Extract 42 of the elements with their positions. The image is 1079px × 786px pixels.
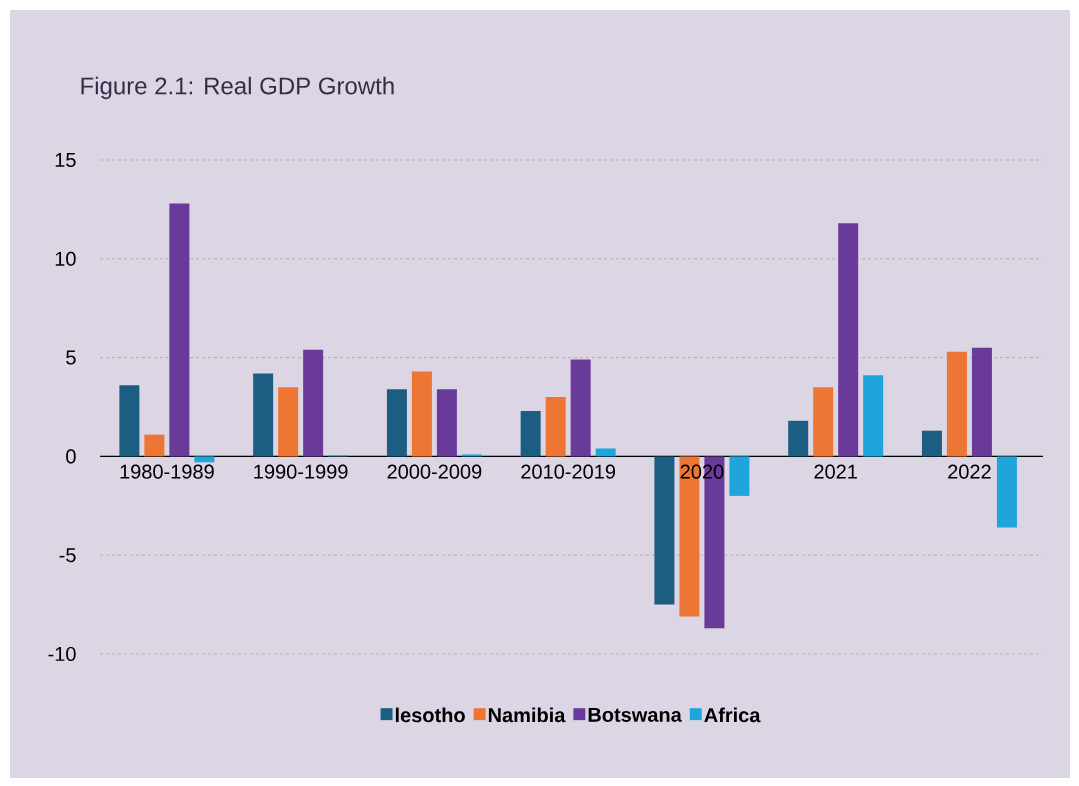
bar bbox=[654, 456, 675, 605]
bar bbox=[838, 223, 859, 457]
y-tick-label: 15 bbox=[55, 153, 76, 167]
bar bbox=[520, 410, 541, 457]
bar bbox=[788, 420, 809, 457]
bar bbox=[169, 203, 190, 457]
bar bbox=[144, 434, 165, 457]
bar bbox=[386, 389, 407, 457]
bar bbox=[946, 351, 967, 457]
y-tick-label: 5 bbox=[66, 350, 76, 365]
x-tick-label: 2021 bbox=[814, 464, 857, 479]
bar bbox=[411, 371, 432, 457]
bar bbox=[303, 349, 324, 457]
bar bbox=[436, 389, 457, 457]
x-tick-label: 1990-1999 bbox=[254, 464, 348, 479]
bar bbox=[996, 456, 1017, 528]
bar bbox=[253, 373, 274, 457]
y-tick-label: -10 bbox=[48, 646, 76, 662]
bar bbox=[595, 448, 616, 457]
bar bbox=[119, 385, 140, 457]
chart-title: Figure 2.1: Real GDP Growth bbox=[81, 76, 394, 100]
x-tick-label: 2000-2009 bbox=[387, 464, 482, 479]
y-tick-label: -5 bbox=[59, 548, 76, 563]
legend-label: Namibia bbox=[488, 707, 566, 723]
legend-label: Botswana bbox=[588, 707, 682, 722]
bar bbox=[278, 387, 299, 457]
legend-label: Africa bbox=[704, 707, 761, 723]
bar bbox=[729, 456, 750, 496]
bar bbox=[813, 387, 834, 457]
bar bbox=[971, 347, 992, 457]
bar bbox=[194, 456, 215, 463]
x-tick-label: 2020 bbox=[680, 464, 724, 479]
bar bbox=[863, 375, 884, 457]
x-tick-label: 2010-2019 bbox=[521, 464, 616, 479]
y-tick-label: 0 bbox=[66, 449, 76, 464]
bar bbox=[921, 430, 942, 457]
x-tick-label: 1980-1989 bbox=[120, 464, 214, 479]
x-tick-label: 2022 bbox=[948, 464, 991, 479]
bar bbox=[545, 397, 566, 457]
bar bbox=[570, 359, 591, 457]
legend-label: lesotho bbox=[395, 707, 465, 723]
y-tick-label: 10 bbox=[55, 251, 76, 266]
